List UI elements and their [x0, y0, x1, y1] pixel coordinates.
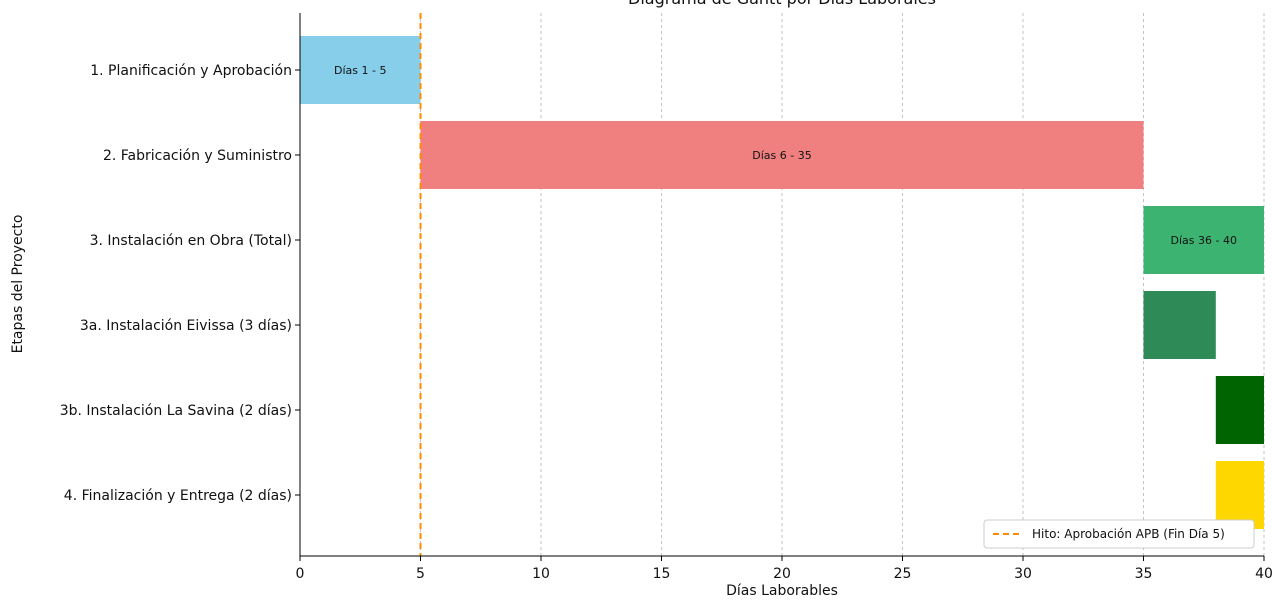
gantt-bar [1143, 206, 1264, 274]
chart-title: Diagrama de Gantt por Días Laborales [628, 0, 936, 8]
y-category-label: 3b. Instalación La Savina (2 días) [60, 403, 292, 419]
legend-label-milestone: Hito: Aprobación APB (Fin Día 5) [1032, 527, 1225, 541]
gantt-bar [1215, 376, 1264, 444]
gantt-bar [1215, 461, 1264, 529]
bar-label: Días 6 - 35 [752, 149, 811, 162]
grid-lines [420, 13, 1265, 556]
x-tick-label: 30 [1014, 566, 1032, 582]
y-category-label: 1. Planificación y Aprobación [90, 63, 292, 79]
y-axis-label: Etapas del Proyecto [10, 215, 26, 354]
gantt-bar [420, 121, 1144, 189]
gantt-bar [1143, 291, 1216, 359]
bar-label: Días 1 - 5 [334, 64, 386, 77]
bar-label: Días 36 - 40 [1171, 234, 1237, 247]
x-ticks: 0 5 10 15 20 25 30 35 40 [296, 556, 1273, 582]
y-category-label: 3a. Instalación Eivissa (3 días) [80, 318, 292, 334]
gantt-bar [300, 36, 421, 104]
x-tick-label: 40 [1255, 566, 1273, 582]
x-tick-label: 35 [1135, 566, 1153, 582]
x-tick-label: 5 [416, 566, 425, 582]
legend: Hito: Aprobación APB (Fin Día 5) [983, 519, 1255, 549]
x-tick-label: 20 [773, 566, 791, 582]
x-tick-label: 0 [296, 566, 305, 582]
x-tick-label: 10 [532, 566, 550, 582]
legend-box [983, 519, 1255, 549]
x-tick-label: 15 [653, 566, 671, 582]
bars: Días 1 - 5 Días 6 - 35 Días 36 - 40 [300, 36, 1264, 529]
y-category-label: 2. Fabricación y Suministro [103, 148, 292, 164]
y-category-label: 4. Finalización y Entrega (2 días) [64, 488, 292, 504]
y-category-labels: 1. Planificación y Aprobación 2. Fabricac… [60, 63, 300, 504]
x-axis-label: Días Laborables [726, 583, 838, 599]
x-tick-label: 25 [894, 566, 912, 582]
y-category-label: 3. Instalación en Obra (Total) [90, 233, 292, 249]
